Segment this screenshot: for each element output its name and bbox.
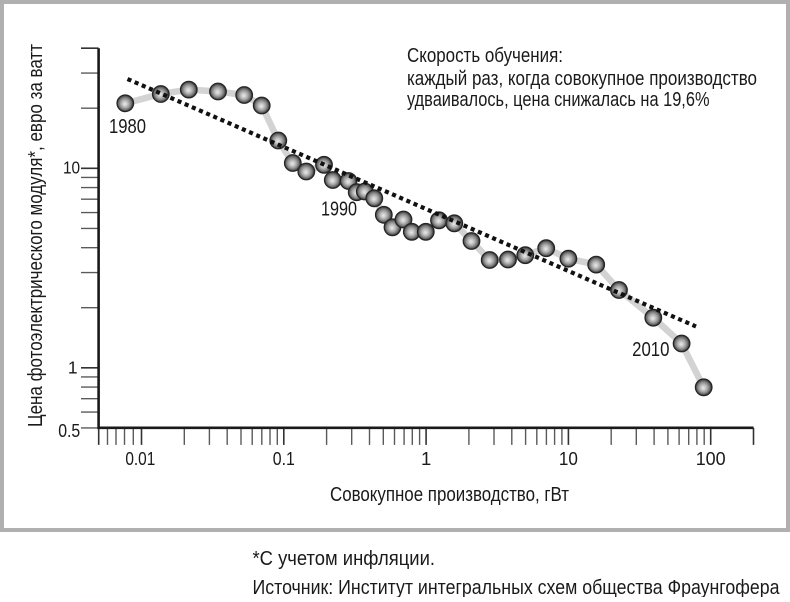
svg-text:удваивалось, цена снижалась на: удваивалось, цена снижалась на 19,6% [407, 89, 710, 111]
svg-text:Совокупное производство, гВт: Совокупное производство, гВт [330, 484, 569, 506]
svg-text:1990: 1990 [321, 199, 357, 221]
svg-text:10: 10 [63, 157, 80, 177]
svg-text:10: 10 [559, 448, 578, 469]
svg-text:Цена фотоэлектрического модуля: Цена фотоэлектрического модуля*, евро за… [25, 44, 47, 427]
svg-text:0.01: 0.01 [125, 448, 155, 469]
svg-text:Источник: Институт интегральны: Источник: Институт интегральных схем общ… [253, 577, 781, 597]
svg-text:Скорость обучения:: Скорость обучения: [407, 45, 563, 67]
svg-text:0.5: 0.5 [58, 421, 80, 441]
svg-text:каждый раз, когда совокупное п: каждый раз, когда совокупное производств… [407, 68, 757, 90]
svg-text:*С учетом инфляции.: *С учетом инфляции. [253, 548, 436, 570]
svg-text:1: 1 [421, 448, 431, 469]
svg-text:1980: 1980 [109, 116, 146, 138]
svg-text:2010: 2010 [632, 339, 669, 361]
svg-text:0.1: 0.1 [273, 448, 295, 469]
svg-text:1: 1 [68, 358, 78, 378]
svg-text:100: 100 [696, 448, 726, 469]
